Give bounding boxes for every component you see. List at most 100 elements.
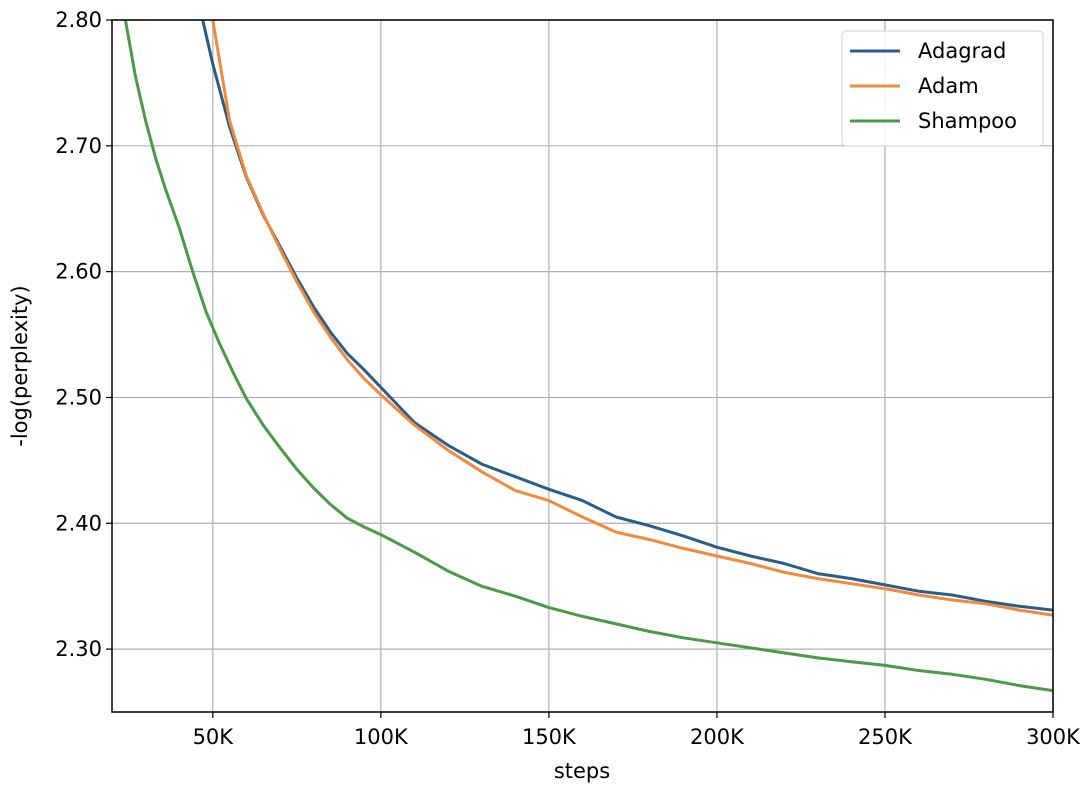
data-point-adam <box>481 471 483 473</box>
series-line-adam <box>211 20 1053 617</box>
x-tick-label: 200K <box>690 725 745 749</box>
data-point-shampoo <box>683 637 685 639</box>
data-point-adagrad <box>515 476 517 478</box>
data-point-adagrad <box>750 555 752 557</box>
data-point-adam <box>347 359 349 361</box>
data-point-shampoo <box>1019 685 1021 687</box>
data-point-adagrad <box>951 594 953 596</box>
data-point-adam <box>683 548 685 550</box>
data-point-adam <box>716 555 718 557</box>
data-point-shampoo <box>135 76 137 78</box>
data-point-adam <box>262 213 264 215</box>
data-point-adam <box>582 516 584 518</box>
data-point-shampoo <box>851 661 853 663</box>
data-point-shampoo <box>750 647 752 649</box>
data-point-adagrad <box>548 489 550 491</box>
plot-frame <box>111 19 1054 713</box>
data-point-adagrad <box>313 306 315 308</box>
data-point-adagrad <box>851 578 853 580</box>
data-point-adagrad <box>683 535 685 537</box>
data-point-adam <box>548 500 550 502</box>
data-point-shampoo <box>582 616 584 618</box>
legend: Adagrad Adam Shampoo <box>841 30 1044 147</box>
data-point-adam <box>783 572 785 574</box>
data-point-shampoo <box>232 372 234 374</box>
data-point-adam <box>296 281 298 283</box>
data-point-adagrad <box>1019 606 1021 608</box>
data-point-shampoo <box>548 607 550 609</box>
x-tick-label: 50K <box>193 725 235 749</box>
data-point-shampoo <box>155 158 157 160</box>
data-point-shampoo <box>347 517 349 519</box>
y-tick-label: 2.40 <box>55 511 102 535</box>
data-point-adam <box>313 311 315 313</box>
data-point-shampoo <box>279 447 281 449</box>
data-point-shampoo <box>481 585 483 587</box>
y-tick-label: 2.30 <box>55 637 102 661</box>
data-point-adam <box>1019 609 1021 611</box>
data-point-adam <box>951 599 953 601</box>
y-tick-label: 2.80 <box>55 8 102 32</box>
legend-label-adagrad: Adagrad <box>918 39 1006 63</box>
data-point-shampoo <box>219 343 221 345</box>
x-tick-label: 100K <box>354 725 409 749</box>
data-point-adagrad <box>330 331 332 333</box>
data-point-adam <box>649 539 651 541</box>
data-point-adagrad <box>481 463 483 465</box>
data-point-adagrad <box>716 546 718 548</box>
data-point-adagrad <box>380 387 382 389</box>
data-point-adam <box>851 583 853 585</box>
data-point-adagrad <box>918 590 920 592</box>
y-tick-label: 2.50 <box>55 385 102 409</box>
data-point-shampoo <box>192 271 194 273</box>
data-point-adam <box>615 531 617 533</box>
data-point-shampoo <box>884 665 886 667</box>
data-point-adam <box>246 175 248 177</box>
x-axis-title: steps <box>554 759 610 783</box>
data-point-adagrad <box>783 563 785 565</box>
data-point-shampoo <box>178 227 180 229</box>
data-point-adagrad <box>884 584 886 586</box>
data-point-adam <box>414 424 416 426</box>
data-point-shampoo <box>296 468 298 470</box>
data-point-adam <box>750 563 752 565</box>
legend-label-adam: Adam <box>918 74 979 98</box>
data-point-shampoo <box>615 623 617 625</box>
x-tick-label: 150K <box>522 725 577 749</box>
data-point-shampoo <box>414 551 416 553</box>
y-axis-title: -log(perplexity) <box>8 285 32 447</box>
data-point-shampoo <box>145 120 147 122</box>
data-point-adam <box>884 588 886 590</box>
data-point-shampoo <box>649 631 651 633</box>
data-point-shampoo <box>246 398 248 400</box>
data-point-shampoo <box>918 670 920 672</box>
data-point-adagrad <box>347 353 349 355</box>
series-lines <box>123 20 1053 693</box>
data-point-adagrad <box>363 369 365 371</box>
data-point-adagrad <box>649 525 651 527</box>
data-point-adam <box>279 248 281 250</box>
legend-label-shampoo: Shampoo <box>918 109 1017 133</box>
data-point-adam <box>985 603 987 605</box>
data-point-shampoo <box>447 570 449 572</box>
data-point-shampoo <box>205 311 207 313</box>
data-point-adam <box>447 450 449 452</box>
data-point-shampoo <box>363 526 365 528</box>
x-tick-label: 300K <box>1026 725 1080 749</box>
x-tick-label: 250K <box>858 725 913 749</box>
data-point-adagrad <box>582 500 584 502</box>
data-point-shampoo <box>262 424 264 426</box>
data-point-shampoo <box>165 189 167 191</box>
data-point-adagrad <box>817 573 819 575</box>
data-point-shampoo <box>783 652 785 654</box>
data-point-shampoo <box>951 674 953 676</box>
y-tick-label: 2.60 <box>55 260 102 284</box>
y-tick-label: 2.70 <box>55 134 102 158</box>
data-point-adam <box>817 578 819 580</box>
data-point-shampoo <box>515 595 517 597</box>
data-point-adagrad <box>615 516 617 518</box>
data-point-adam <box>330 336 332 338</box>
data-point-shampoo <box>330 504 332 506</box>
data-point-adam <box>515 490 517 492</box>
